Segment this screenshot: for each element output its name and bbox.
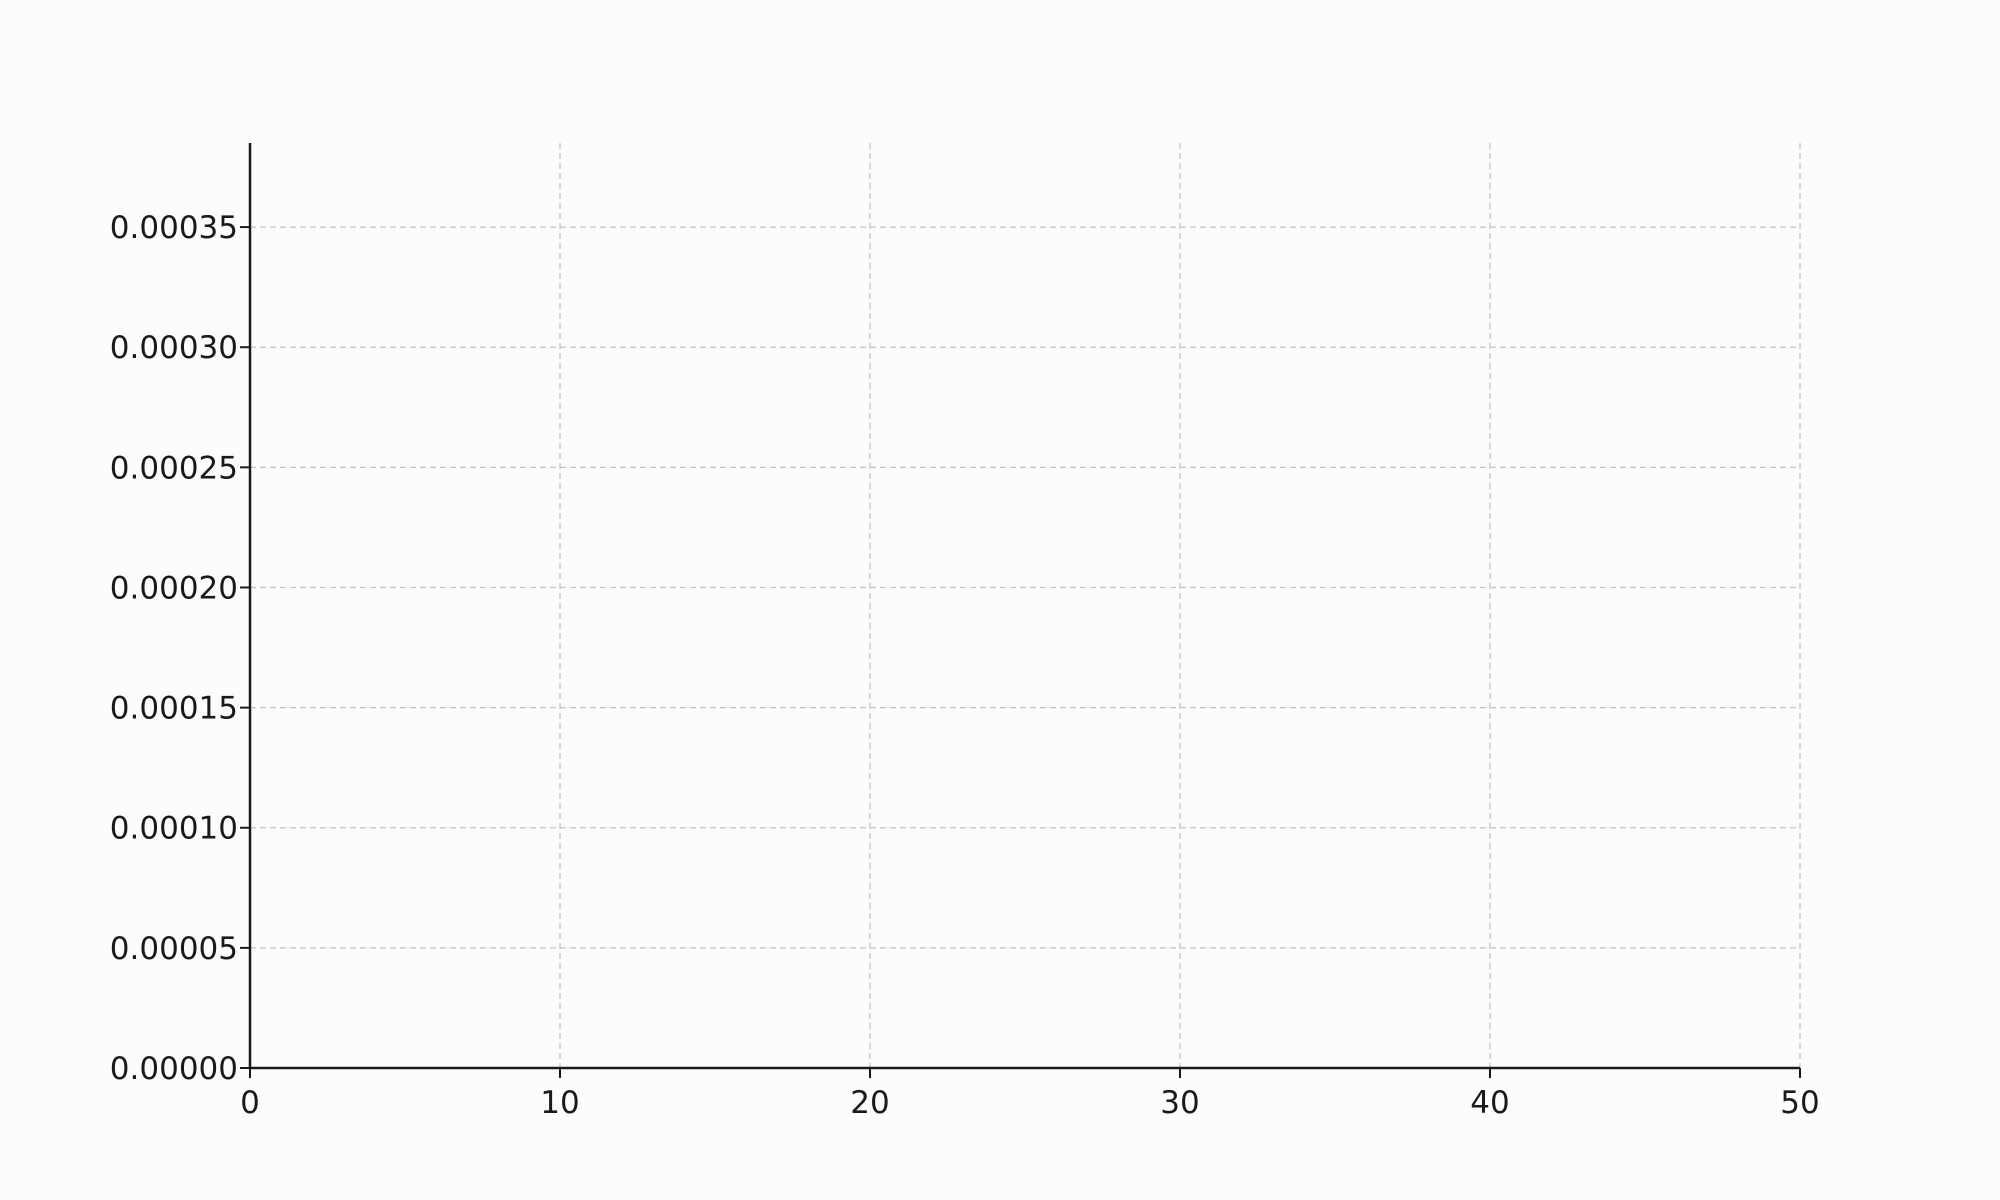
x-tick-label: 0	[240, 1085, 260, 1121]
y-axis-ticks: 0.00000 0.00005 0.00010 0.00015 0.00020 0.000…	[110, 210, 250, 1087]
y-tick-label: 0.00005	[110, 931, 238, 967]
x-grid-lines	[559, 143, 1801, 1068]
y-tick-label: 0.00010	[110, 811, 238, 847]
y-tick-label: 0.00015	[110, 691, 238, 727]
x-tick-label: 10	[540, 1085, 579, 1121]
x-tick-label: 20	[850, 1085, 889, 1121]
y-tick-label: 0.00035	[110, 210, 238, 246]
x-tick-label: 30	[1160, 1085, 1199, 1121]
y-tick-label: 0.00000	[110, 1051, 238, 1087]
y-tick-label: 0.00025	[110, 450, 238, 486]
x-tick-label: 40	[1470, 1085, 1509, 1121]
x-axis-ticks: 0 10 20 30 40 50	[240, 1068, 1820, 1121]
y-grid-lines	[250, 226, 1800, 949]
y-tick-label: 0.00030	[110, 330, 238, 366]
x-tick-label: 50	[1780, 1085, 1819, 1121]
y-tick-label: 0.00020	[110, 570, 238, 606]
